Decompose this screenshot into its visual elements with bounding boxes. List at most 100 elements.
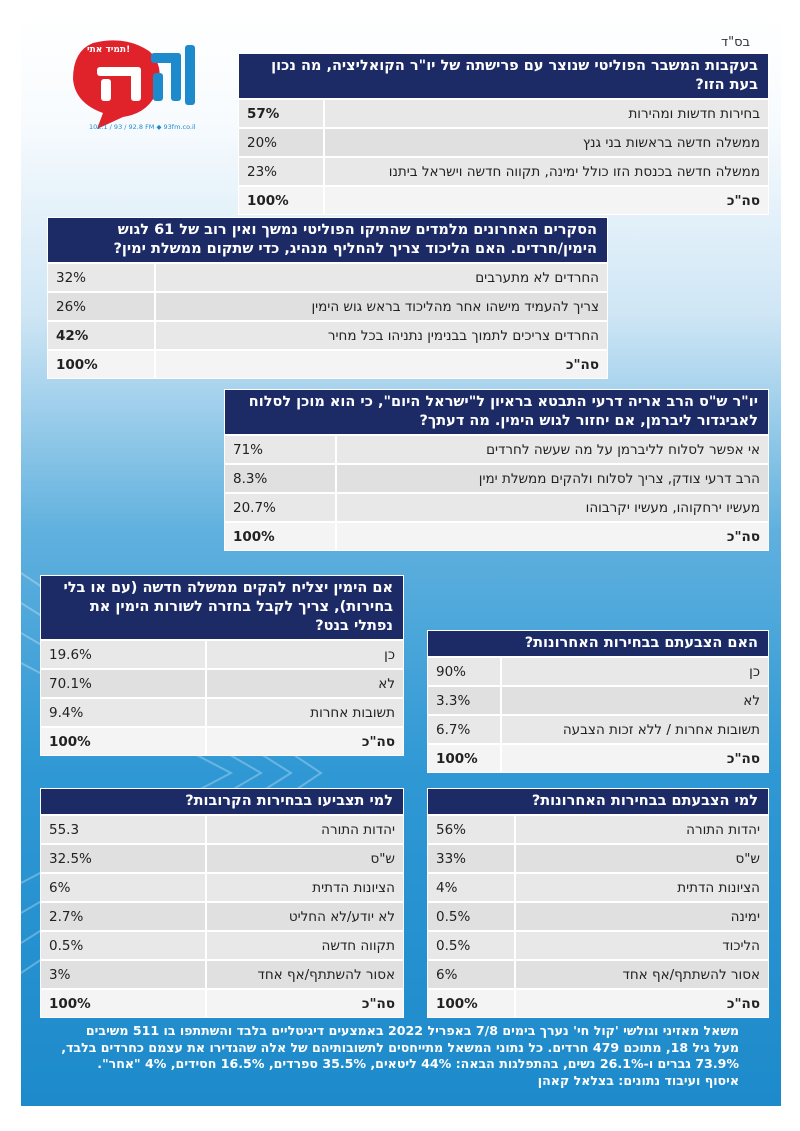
answer-value: 0.5% (428, 901, 515, 931)
answer-value: 3.3% (428, 685, 501, 715)
answer-value: 90% (428, 656, 501, 686)
answer-label: הציונות הדתית (205, 872, 403, 902)
answer-label: ממשלה חדשה בכנסת הזו כולל ימינה, תקווה ח… (323, 156, 768, 186)
table-row: הליכוד 0.5% (428, 930, 768, 960)
total-value: 100% (41, 726, 206, 755)
poll-table: כן 19.6% לא 70.1% תשובות אחרות 9.4% סה"כ 100… (41, 639, 403, 755)
poll-box-5: האם הצבעתם בבחירות האחרונות? כן 90% לא 3.3… (427, 630, 769, 773)
poll-table: אי אפשר לסלוח לליברמן על מה שעשה לחרדים 7… (225, 434, 768, 550)
answer-label: החרדים צריכים לתמוך בבנימין נתניהו בכל מ… (154, 320, 607, 350)
poll-box-6: למי תצביעו בבחירות הקרובות? יהדות התורה 5… (40, 788, 404, 1018)
answer-label: אי אפשר לסלוח לליברמן על מה שעשה לחרדים (335, 434, 768, 464)
poll-table: החרדים לא מתערבים 32% צריך להעמיד מישהו א… (48, 262, 607, 378)
table-row: הציונות הדתית 6% (41, 872, 403, 902)
table-row: ממשלה חדשה בראשות בני גנץ 20% (239, 127, 768, 157)
total-value: 100% (225, 521, 336, 550)
answer-value: 33% (428, 843, 515, 873)
total-row: סה"כ 100% (41, 988, 403, 1017)
answer-value: 6.7% (428, 714, 501, 744)
answer-value: 70.1% (41, 668, 206, 698)
table-row: לא יודע/לא החליט 2.7% (41, 901, 403, 931)
answer-label: לא יודע/לא החליט (205, 901, 403, 931)
total-label: סה"כ (205, 988, 403, 1017)
table-row: אסור להשתתף/אף אחד 6% (428, 959, 768, 989)
answer-label: יהדות התורה (205, 814, 403, 844)
answer-label: צריך להעמיד מישהו אחר מהליכוד בראש גוש ה… (154, 291, 607, 321)
poll-box-2: הסקרים האחרונים מלמדים שהתיקו הפוליטי נמ… (47, 217, 608, 379)
table-row: לא 70.1% (41, 668, 403, 698)
answer-value: 23% (239, 156, 324, 186)
total-row: סה"כ 100% (225, 521, 768, 550)
answer-label: החרדים לא מתערבים (154, 262, 607, 292)
table-row: הרב דרעי צודק, צריך לסלוח ולהקים ממשלת י… (225, 463, 768, 493)
table-row: ימינה 0.5% (428, 901, 768, 931)
answer-label: ש"ס (205, 843, 403, 873)
poll-table: יהדות התורה 55.3 ש"ס 32.5% הציונות הדתית 6%… (41, 814, 403, 1017)
table-row: כן 90% (428, 656, 768, 686)
answer-value: 19.6% (41, 639, 206, 669)
table-row: תקווה חדשה 0.5% (41, 930, 403, 960)
table-row: החרדים לא מתערבים 32% (48, 262, 607, 292)
answer-value: 8.3% (225, 463, 336, 493)
answer-label: הרב דרעי צודק, צריך לסלוח ולהקים ממשלת י… (335, 463, 768, 493)
answer-label: ש"ס (514, 843, 768, 873)
poll-question: למי תצביעו בבחירות הקרובות? (41, 789, 403, 814)
total-value: 100% (239, 185, 324, 214)
answer-label: תשובות אחרות (205, 697, 403, 727)
table-row: החרדים צריכים לתמוך בבנימין נתניהו בכל מ… (48, 320, 607, 350)
table-row: ממשלה חדשה בכנסת הזו כולל ימינה, תקווה ח… (239, 156, 768, 186)
total-row: סה"כ 100% (41, 726, 403, 755)
poll-box-3: יו"ר ש"ס הרב אריה דרעי התבטא בראיון ל"יש… (224, 389, 769, 551)
methodology-note: משאל מאזיני וגולשי 'קול חי' נערך בימים 7… (61, 1023, 739, 1088)
table-row: מעשיו ירחקוהו, מעשיו יקרבוהו 20.7% (225, 492, 768, 522)
answer-label: ממשלה חדשה בראשות בני גנץ (323, 127, 768, 157)
answer-value: 4% (428, 872, 515, 902)
total-label: סה"כ (323, 185, 768, 214)
answer-label: אסור להשתתף/אף אחד (205, 959, 403, 989)
table-row: יהדות התורה 55.3 (41, 814, 403, 844)
poll-table: כן 90% לא 3.3% תשובות אחרות / ללא זכות הצב… (428, 656, 768, 772)
answer-value: 26% (48, 291, 155, 321)
logo-frequency: 102.1 / 93 / 92.8 FM ◆ 93fm.co.il (89, 123, 196, 131)
table-row: ש"ס 32.5% (41, 843, 403, 873)
table-row: כן 19.6% (41, 639, 403, 669)
answer-value: 0.5% (41, 930, 206, 960)
table-row: לא 3.3% (428, 685, 768, 715)
poll-question: האם הצבעתם בבחירות האחרונות? (428, 631, 768, 656)
table-row: יהדות התורה 56% (428, 814, 768, 844)
table-row: צריך להעמיד מישהו אחר מהליכוד בראש גוש ה… (48, 291, 607, 321)
poll-box-7: למי הצבעתם בבחירות האחרונות? יהדות התורה… (427, 788, 769, 1018)
table-row: הציונות הדתית 4% (428, 872, 768, 902)
answer-value: 2.7% (41, 901, 206, 931)
answer-value: 6% (428, 959, 515, 989)
answer-value: 32.5% (41, 843, 206, 873)
poll-box-4: אם הימין יצליח להקים ממשלה חדשה (עם או ב… (40, 575, 404, 756)
total-label: סה"כ (154, 349, 607, 378)
answer-value: 6% (41, 872, 206, 902)
answer-label: לא (205, 668, 403, 698)
poll-question: אם הימין יצליח להקים ממשלה חדשה (עם או ב… (41, 576, 403, 639)
table-row: בחירות חדשות ומהירות 57% (239, 98, 768, 128)
answer-value: 71% (225, 434, 336, 464)
answer-label: לא (500, 685, 768, 715)
total-value: 100% (428, 743, 501, 772)
answer-label: כן (500, 656, 768, 686)
answer-value: 0.5% (428, 930, 515, 960)
table-row: אי אפשר לסלוח לליברמן על מה שעשה לחרדים 7… (225, 434, 768, 464)
total-value: 100% (41, 988, 206, 1017)
total-value: 100% (48, 349, 155, 378)
logo-tagline: תמיד אתי! (87, 45, 131, 55)
poll-box-1: בעקבות המשבר הפוליטי שנוצר עם פרישתה של … (238, 53, 769, 215)
answer-label: בחירות חדשות ומהירות (323, 98, 768, 128)
answer-value: 55.3 (41, 814, 206, 844)
answer-label: מעשיו ירחקוהו, מעשיו יקרבוהו (335, 492, 768, 522)
total-row: סה"כ 100% (428, 743, 768, 772)
poll-question: הסקרים האחרונים מלמדים שהתיקו הפוליטי נמ… (48, 218, 607, 262)
kol-chai-logo: תמיד אתי! 102.1 / 93 / 92.8 FM ◆ 93fm.co… (53, 31, 203, 141)
answer-label: תשובות אחרות / ללא זכות הצבעה (500, 714, 768, 744)
answer-label: הליכוד (514, 930, 768, 960)
answer-value: 20.7% (225, 492, 336, 522)
poll-question: למי הצבעתם בבחירות האחרונות? (428, 789, 768, 814)
answer-value: 9.4% (41, 697, 206, 727)
answer-label: הציונות הדתית (514, 872, 768, 902)
